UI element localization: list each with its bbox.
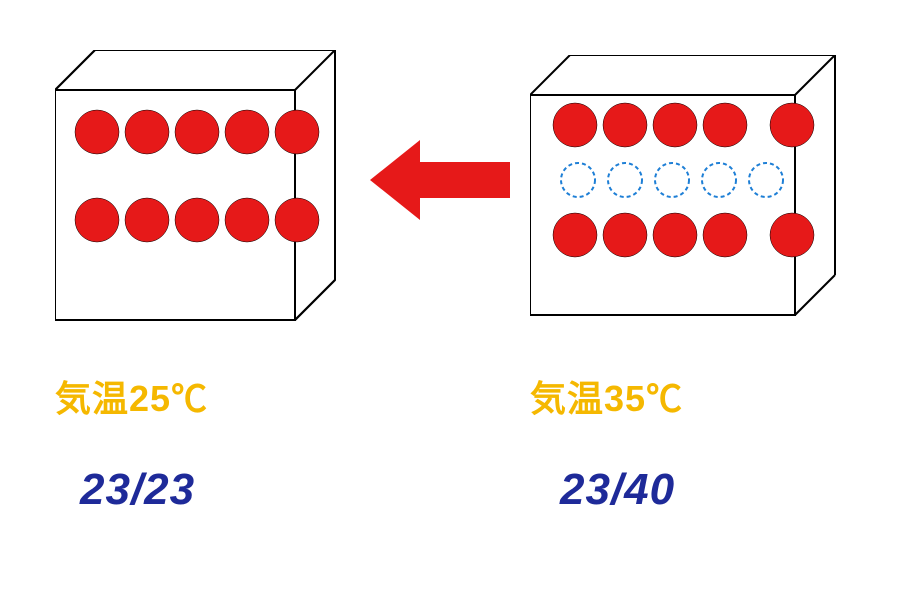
right-dot-row-bottom <box>553 213 814 257</box>
right-dot-row-middle <box>561 163 783 197</box>
right-dot-row-top <box>553 103 814 147</box>
right-fraction: 23/40 <box>560 465 675 515</box>
left-temp-label: 気温25℃ <box>55 370 208 422</box>
right-temp-label: 気温35℃ <box>530 370 683 422</box>
left-fraction: 23/23 <box>80 465 195 515</box>
